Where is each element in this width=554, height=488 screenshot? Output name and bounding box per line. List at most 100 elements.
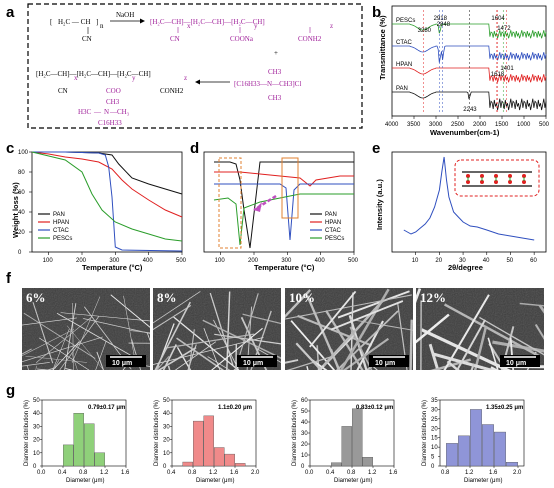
histogram-xlabel: Diameter (μm)	[464, 478, 502, 484]
histogram-mean-annotation: 0.83±0.12 μm	[356, 405, 393, 411]
histogram-bar	[203, 415, 214, 467]
histogram-ytick-label: 5	[431, 455, 435, 461]
xrd-xtick-label: 60	[530, 258, 537, 264]
dtg-xlabel: Temperature (°C)	[254, 263, 315, 272]
panel-label-g: g	[6, 382, 15, 399]
tga-xtick-label: 100	[43, 258, 54, 264]
tga-xlabel: Temperature (°C)	[82, 263, 143, 272]
histogram-xlabel: Diameter (μm)	[196, 478, 234, 484]
tga-ytick-label: 60	[18, 190, 25, 196]
sub-y-1: y	[254, 22, 258, 30]
histogram-bar	[214, 447, 225, 467]
histogram-bar	[73, 413, 84, 467]
ftir-ylabel: Transmittance (%)	[378, 15, 387, 80]
xrd-xtick-label: 20	[435, 258, 442, 264]
panel-label-d: d	[190, 140, 199, 157]
histogram-ytick-label: 10	[163, 451, 170, 457]
dtg-line-hpan	[214, 171, 354, 187]
histogram-3: 0.0 0.4 0.8 1.2 1.6 0 10 20 30 40 50 60 0.83±0.12 μm…	[292, 398, 398, 484]
histogram-ytick-label: 60	[301, 398, 308, 404]
hpan-cn: CN	[170, 35, 180, 43]
histogram-ylabel: Diameter distribution (%)	[292, 400, 298, 466]
svg-text:H₂C — CH: H₂C — CH	[58, 18, 90, 26]
ftir-xtick-label: 2500	[451, 122, 465, 128]
histogram-ytick-label: 30	[163, 424, 170, 430]
dtg-line-pescs	[213, 193, 354, 246]
sem-concentration-label: 8%	[157, 290, 177, 305]
xrd-xtick-label: 30	[459, 258, 466, 264]
histogram-ytick-label: 0	[163, 464, 167, 470]
xrd-ylabel: Intensity (a.u.)	[375, 179, 384, 230]
tga-chart: Weight loss (%) Temperature (°C) 100 200 3…	[11, 150, 187, 272]
histogram-xlabel: Diameter (μm)	[66, 478, 104, 484]
ftir-line-hpan	[392, 67, 547, 83]
histogram-ytick-label: 50	[33, 398, 40, 404]
histogram-ytick-label: 40	[163, 411, 170, 417]
tga-xtick-label: 300	[109, 258, 120, 264]
pan-cn: CN	[82, 35, 92, 43]
scale-bar-label: 10 μm	[506, 360, 526, 367]
histogram-xtick-label: 1.2	[100, 470, 109, 476]
histogram-ytick-label: 10	[301, 453, 308, 459]
ftir-line-pan	[392, 91, 547, 111]
ctac-formula: [C16H33—N—CH3]Cl	[234, 80, 301, 88]
histogram-bar	[193, 420, 204, 467]
sub-z-2: z	[184, 74, 187, 82]
sem-concentration-label: 10%	[289, 290, 315, 305]
hpan-conh2: CONH2	[298, 35, 322, 43]
xrd-inset-box	[454, 159, 540, 197]
histogram-ytick-label: 20	[431, 426, 438, 432]
panel-label-b: b	[372, 4, 381, 21]
sub-n: n	[100, 22, 104, 30]
ftir-xlabel: Wavenumber(cm-1)	[430, 128, 500, 137]
ftir-xtick-label: 4000	[385, 122, 399, 128]
histogram-4: 0.8 1.2 1.6 2.0 0 5 10 15 20 25 30 35 1.35±0.25 μm Di…	[422, 398, 525, 484]
ftir-xtick-label: 2000	[473, 122, 487, 128]
histogram-xtick-label: 0.0	[37, 470, 46, 476]
histogram-xtick-label: 2.0	[251, 470, 260, 476]
histogram-bar	[182, 461, 193, 467]
ftir-peak-label: 1618	[491, 72, 505, 78]
xrd-chart: Intensity (a.u.) 2θ/degree 10 20 30 40 50 60	[375, 151, 547, 272]
sub-x-1: x	[187, 22, 191, 30]
histogram-ytick-label: 35	[431, 398, 438, 404]
histogram-bar	[470, 409, 482, 467]
histogram-bar	[94, 452, 105, 467]
ftir-peak-label: 1604	[491, 16, 505, 22]
dtg-highlight-box-2	[281, 157, 299, 219]
scale-bar-label: 10 μm	[112, 360, 132, 367]
dtg-xtick-label: 100	[215, 258, 226, 264]
reaction-scheme: [ H₂C — CH ] n CN NaOH [H₂C—CH]—[H₂C—CH]…	[27, 3, 363, 129]
scale-bar-label: 10 μm	[243, 360, 263, 367]
tga-ytick-label: 40	[18, 210, 25, 216]
dtg-legend-label: HPAN	[325, 220, 341, 226]
histogram-ytick-label: 40	[301, 420, 308, 426]
histogram-bar	[352, 408, 363, 467]
histogram-ylabel: Diameter distribution (%)	[154, 400, 160, 466]
histogram-1: 0.0 0.4 0.8 1.2 1.6 0 10 20 30 40 50 0.79±0.17 μm Di…	[24, 398, 130, 484]
hpan-coona: COONa	[230, 35, 254, 43]
svg-text:[H₂C—CH]—[H₂C—CH]—[H₂C—CH]: [H₂C—CH]—[H₂C—CH]—[H₂C—CH]	[36, 70, 151, 78]
tga-ytick-label: 0	[18, 250, 22, 256]
tga-legend-label: HPAN	[53, 220, 69, 226]
ftir-xtick-label: 3000	[429, 122, 443, 128]
sem-fiber	[65, 368, 74, 370]
histogram-mean-annotation: 1.1±0.20 μm	[218, 405, 252, 411]
svg-text:—CH₃: —CH₃	[109, 108, 130, 116]
scale-bar-label: 10 μm	[375, 360, 395, 367]
histogram-bar	[482, 424, 494, 467]
plus-sign: +	[274, 49, 278, 57]
scale-bar-bg	[500, 355, 540, 367]
histogram-bar	[458, 435, 470, 467]
ftir-xtick-label: 1000	[517, 122, 531, 128]
ftir-xtick-label: 1500	[495, 122, 509, 128]
histogram-bar	[446, 443, 458, 467]
histogram-bar	[341, 426, 352, 467]
histogram-bar	[494, 431, 506, 467]
dtg-xtick-label: 400	[315, 258, 326, 264]
histogram-ylabel: Diameter distribution (%)	[24, 400, 30, 466]
ftir-line-pescs	[392, 23, 547, 39]
dtg-xtick-label: 500	[348, 258, 359, 264]
